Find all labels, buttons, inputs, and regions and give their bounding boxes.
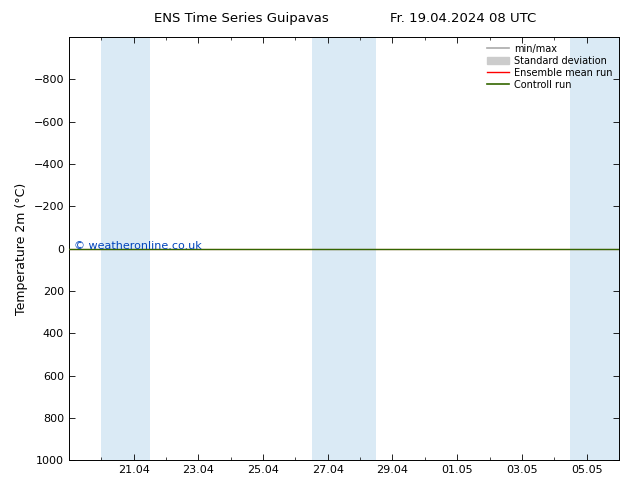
- Bar: [311, 37, 344, 460]
- Bar: [117, 37, 150, 460]
- Text: © weatheronline.co.uk: © weatheronline.co.uk: [74, 242, 202, 251]
- Bar: [101, 37, 117, 460]
- Y-axis label: Temperature 2m (°C): Temperature 2m (°C): [15, 182, 28, 315]
- Text: ENS Time Series Guipavas: ENS Time Series Guipavas: [153, 12, 328, 25]
- Text: Fr. 19.04.2024 08 UTC: Fr. 19.04.2024 08 UTC: [390, 12, 536, 25]
- Legend: min/max, Standard deviation, Ensemble mean run, Controll run: min/max, Standard deviation, Ensemble me…: [486, 42, 614, 92]
- Bar: [571, 37, 619, 460]
- Bar: [344, 37, 377, 460]
